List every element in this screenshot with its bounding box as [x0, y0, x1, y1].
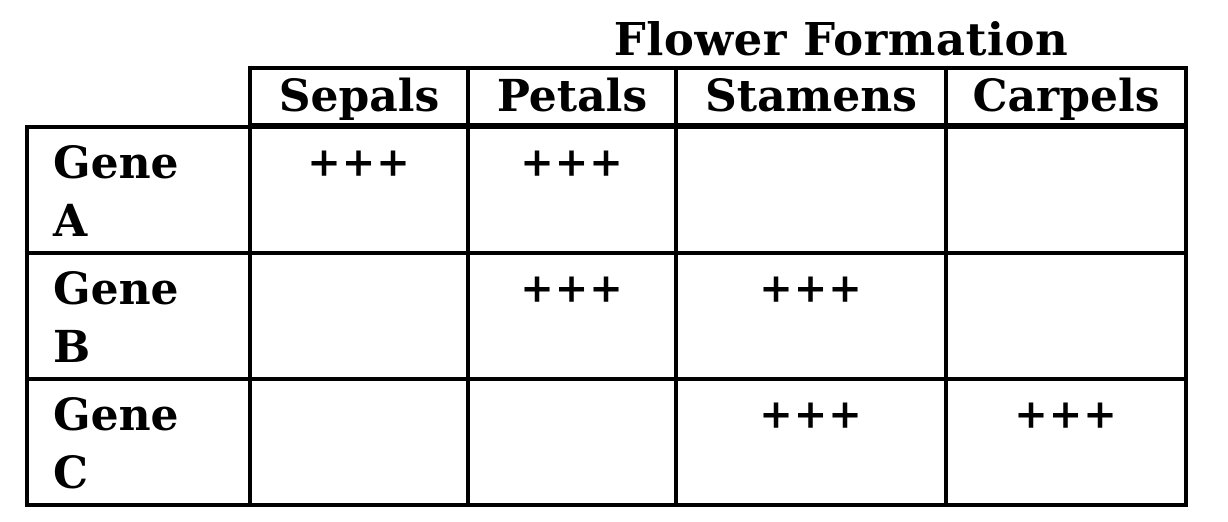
column-header-petals: Petals	[466, 66, 678, 127]
gene-expression-table: Gene A +++ +++ Gene B +++ +++ Gene C +++…	[25, 125, 1188, 507]
cell-b-sepals	[248, 251, 470, 381]
cell-b-carpels	[944, 251, 1188, 381]
table-title: Flower Formation	[613, 13, 1069, 66]
table-row-gene-a: Gene A +++ +++	[25, 125, 1188, 255]
row-header-gene-letter: A	[53, 196, 88, 247]
cell-a-carpels	[944, 125, 1188, 255]
cell-a-sepals: +++	[248, 125, 470, 255]
row-header-gene-letter: C	[53, 448, 89, 499]
table-row-gene-b: Gene B +++ +++	[25, 251, 1188, 381]
column-header-row: Sepals Petals Stamens Carpels	[248, 66, 1188, 127]
row-header-gene-word: Gene	[53, 390, 179, 441]
column-header-carpels: Carpels	[944, 66, 1188, 127]
row-header-gene-b: Gene B	[25, 251, 252, 381]
row-header-gene-word: Gene	[53, 138, 179, 189]
cell-c-sepals	[248, 377, 470, 507]
column-header-sepals: Sepals	[248, 66, 470, 127]
column-header-stamens: Stamens	[674, 66, 948, 127]
row-header-gene-c: Gene C	[25, 377, 252, 507]
cell-c-carpels: +++	[944, 377, 1188, 507]
cell-c-stamens: +++	[674, 377, 948, 507]
cell-b-petals: +++	[466, 251, 678, 381]
row-header-gene-a: Gene A	[25, 125, 252, 255]
row-header-gene-word: Gene	[53, 264, 179, 315]
table-row-gene-c: Gene C +++ +++	[25, 377, 1188, 507]
cell-c-petals	[466, 377, 678, 507]
cell-a-stamens	[674, 125, 948, 255]
row-header-gene-letter: B	[53, 322, 91, 373]
cell-b-stamens: +++	[674, 251, 948, 381]
cell-a-petals: +++	[466, 125, 678, 255]
